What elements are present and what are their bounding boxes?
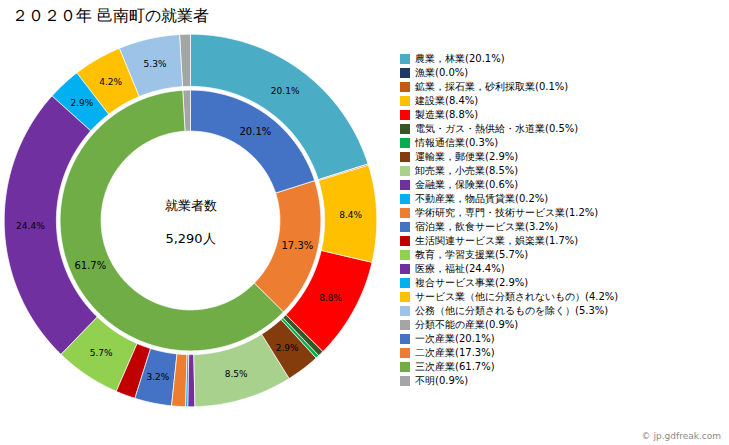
html-text:一次産業(20.1%): 一次産業(20.1%) <box>415 333 495 344</box>
svg-text:17.3%: 17.3% <box>281 240 313 251</box>
html-text:サービス業（他に分類されないもの）(4.2%): サービス業（他に分類されないもの）(4.2%) <box>415 291 619 302</box>
svg-text:20.1%: 20.1% <box>239 126 271 137</box>
html-text:© jp.gdfreak.com: © jp.gdfreak.com <box>641 431 721 441</box>
svg-text:8.8%: 8.8% <box>319 293 342 303</box>
html-text:電気・ガス・熱供給・水道業(0.5%): 電気・ガス・熱供給・水道業(0.5%) <box>415 123 579 134</box>
svg-text:2.9%: 2.9% <box>70 98 93 108</box>
svg-text:2.9%: 2.9% <box>276 343 299 353</box>
html-text:２０２０年 邑南町の就業者: ２０２０年 邑南町の就業者 <box>12 6 210 25</box>
html-text:教育，学習支援業(5.7%): 教育，学習支援業(5.7%) <box>415 249 529 260</box>
html-text:公務（他に分類されるものを除く）(5.3%): 公務（他に分類されるものを除く）(5.3%) <box>415 305 609 316</box>
html-text:鉱業，採石業，砂利採取業(0.1%): 鉱業，採石業，砂利採取業(0.1%) <box>415 81 569 92</box>
html-text:生活関連サービス業，娯楽業(1.7%): 生活関連サービス業，娯楽業(1.7%) <box>415 235 579 246</box>
html-text:宿泊業，飲食サービス業(3.2%): 宿泊業，飲食サービス業(3.2%) <box>415 221 559 232</box>
html-text:建設業(8.4%): 建設業(8.4%) <box>415 95 479 106</box>
html-text:不動産業，物品賃貸業(0.2%): 不動産業，物品賃貸業(0.2%) <box>415 193 549 204</box>
svg-text:61.7%: 61.7% <box>74 260 106 271</box>
svg-text:8.4%: 8.4% <box>339 210 362 220</box>
svg-text:8.5%: 8.5% <box>225 369 248 379</box>
svg-text:5,290人: 5,290人 <box>165 231 215 246</box>
html-text:情報通信業(0.3%): 情報通信業(0.3%) <box>415 137 499 148</box>
svg-text:3.2%: 3.2% <box>146 372 169 382</box>
svg-text:5.3%: 5.3% <box>144 59 167 69</box>
html-text:農業，林業(20.1%): 農業，林業(20.1%) <box>415 53 505 64</box>
html-text:学術研究，専門・技術サービス業(1.2%): 学術研究，専門・技術サービス業(1.2%) <box>415 207 599 218</box>
html-text:卸売業，小売業(8.5%): 卸売業，小売業(8.5%) <box>415 165 519 176</box>
svg-text:24.4%: 24.4% <box>16 221 45 231</box>
html-text:医療，福祉(24.4%): 医療，福祉(24.4%) <box>415 263 505 274</box>
svg-text:4.2%: 4.2% <box>99 77 122 87</box>
svg-text:5.7%: 5.7% <box>90 348 113 358</box>
html-text:分類不能の産業(0.9%): 分類不能の産業(0.9%) <box>415 319 519 330</box>
html-text:製造業(8.8%): 製造業(8.8%) <box>415 109 479 120</box>
html-text:金融業，保険業(0.6%): 金融業，保険業(0.6%) <box>415 179 519 190</box>
html-text:複合サービス事業(2.9%): 複合サービス事業(2.9%) <box>415 277 529 288</box>
html-text:二次産業(17.3%): 二次産業(17.3%) <box>415 347 495 358</box>
svg-text:20.1%: 20.1% <box>271 86 300 96</box>
html-text:三次産業(61.7%): 三次産業(61.7%) <box>415 361 495 372</box>
svg-text:就業者数: 就業者数 <box>165 198 217 213</box>
html-text:不明(0.9%): 不明(0.9%) <box>415 375 469 386</box>
html-text:運輸業，郵便業(2.9%): 運輸業，郵便業(2.9%) <box>415 151 519 162</box>
html-text:漁業(0.0%): 漁業(0.0%) <box>415 67 469 78</box>
